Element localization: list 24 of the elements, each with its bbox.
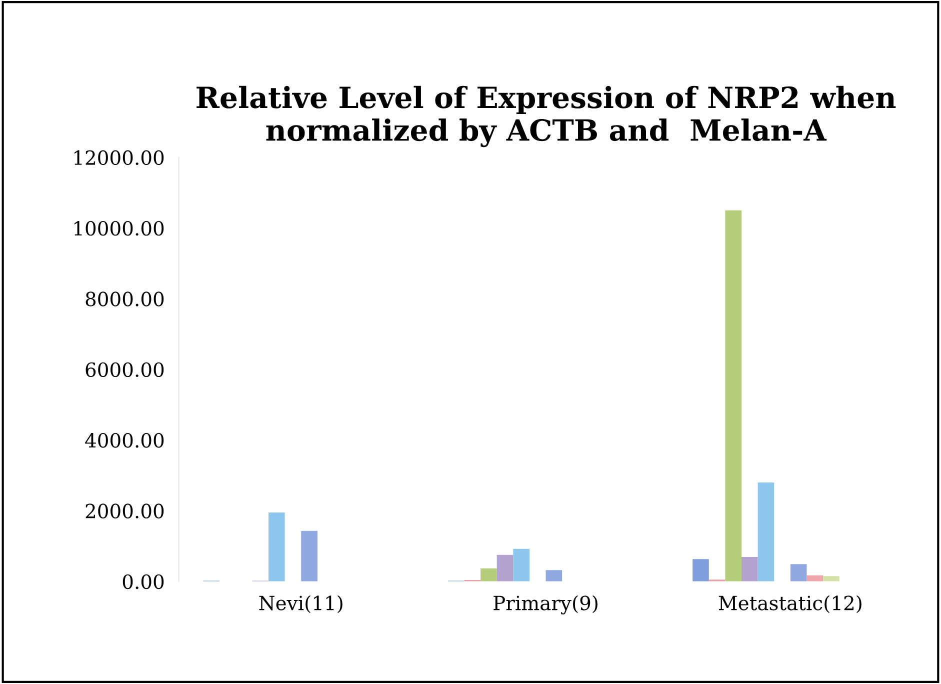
x-tick-label: Primary(9) xyxy=(494,595,598,614)
bar xyxy=(790,564,807,582)
y-tick-label: 2000.00 xyxy=(86,504,164,518)
bar xyxy=(301,530,318,582)
bar xyxy=(758,482,774,582)
bar xyxy=(823,576,840,582)
y-tick-label: 0.00 xyxy=(122,574,164,590)
x-tick-label: Metastatic(12) xyxy=(718,595,862,614)
bar xyxy=(692,559,709,582)
bar xyxy=(513,548,530,582)
bar xyxy=(268,512,285,582)
y-tick-label: 8000.00 xyxy=(86,292,164,306)
bar xyxy=(806,575,824,582)
chart-title: Relative Level of Expression of NRP2 when normalized by ACTB and Melan-A xyxy=(196,86,896,148)
bar xyxy=(496,554,514,582)
bar xyxy=(546,570,562,582)
y-tick-label: 4000.00 xyxy=(85,432,164,448)
y-tick-label: 6000.00 xyxy=(86,362,164,378)
y-tick-label: 12000.00 xyxy=(74,150,164,165)
bar xyxy=(725,210,742,582)
bar xyxy=(480,568,497,582)
y-tick-label: 10000.00 xyxy=(74,220,164,236)
bar xyxy=(742,557,758,582)
x-tick-label: Nevi(11) xyxy=(259,595,342,614)
